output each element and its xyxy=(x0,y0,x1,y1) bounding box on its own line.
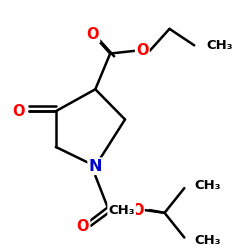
Text: CH₃: CH₃ xyxy=(194,234,221,247)
Text: CH₃: CH₃ xyxy=(194,179,221,192)
Text: CH₃: CH₃ xyxy=(108,204,135,216)
Text: N: N xyxy=(88,159,102,174)
Text: O: O xyxy=(131,202,143,218)
Text: O: O xyxy=(86,27,99,42)
Text: O: O xyxy=(12,104,25,119)
Text: CH₃: CH₃ xyxy=(206,39,233,52)
Text: O: O xyxy=(136,43,148,58)
Text: O: O xyxy=(77,219,89,234)
